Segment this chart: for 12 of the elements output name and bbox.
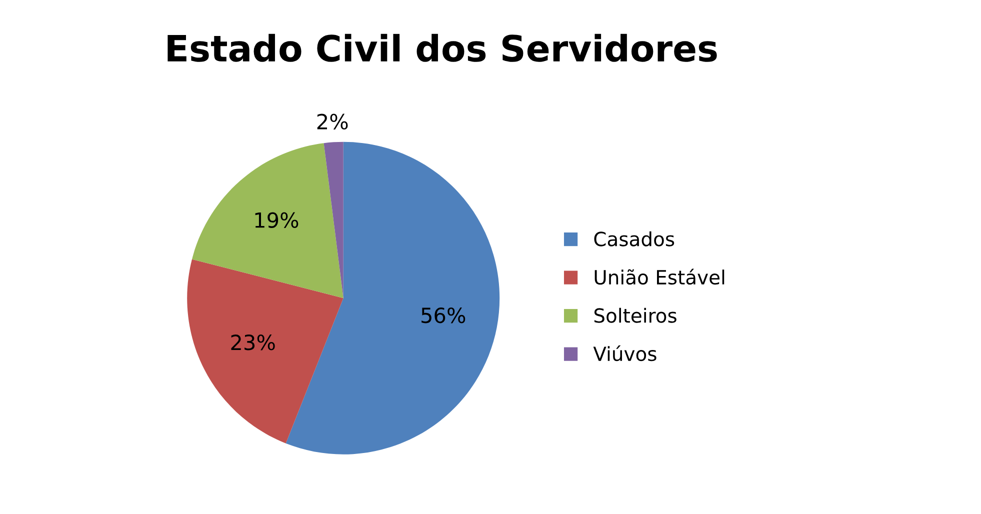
pie-slice bbox=[187, 259, 344, 444]
legend-label: Casados bbox=[594, 231, 674, 246]
legend-label: União Estável bbox=[594, 268, 724, 285]
pie-slice bbox=[192, 143, 344, 298]
data-label: 2% bbox=[317, 114, 348, 130]
legend-label: Solteiros bbox=[594, 308, 676, 323]
data-label: 56% bbox=[422, 307, 466, 324]
legend-label: Viúvos bbox=[593, 345, 656, 362]
chart-title: Estado Civil dos Servidores bbox=[168, 34, 717, 62]
data-label: 19% bbox=[255, 212, 298, 228]
data-label: 23% bbox=[231, 334, 275, 350]
pie-slice bbox=[324, 142, 344, 298]
